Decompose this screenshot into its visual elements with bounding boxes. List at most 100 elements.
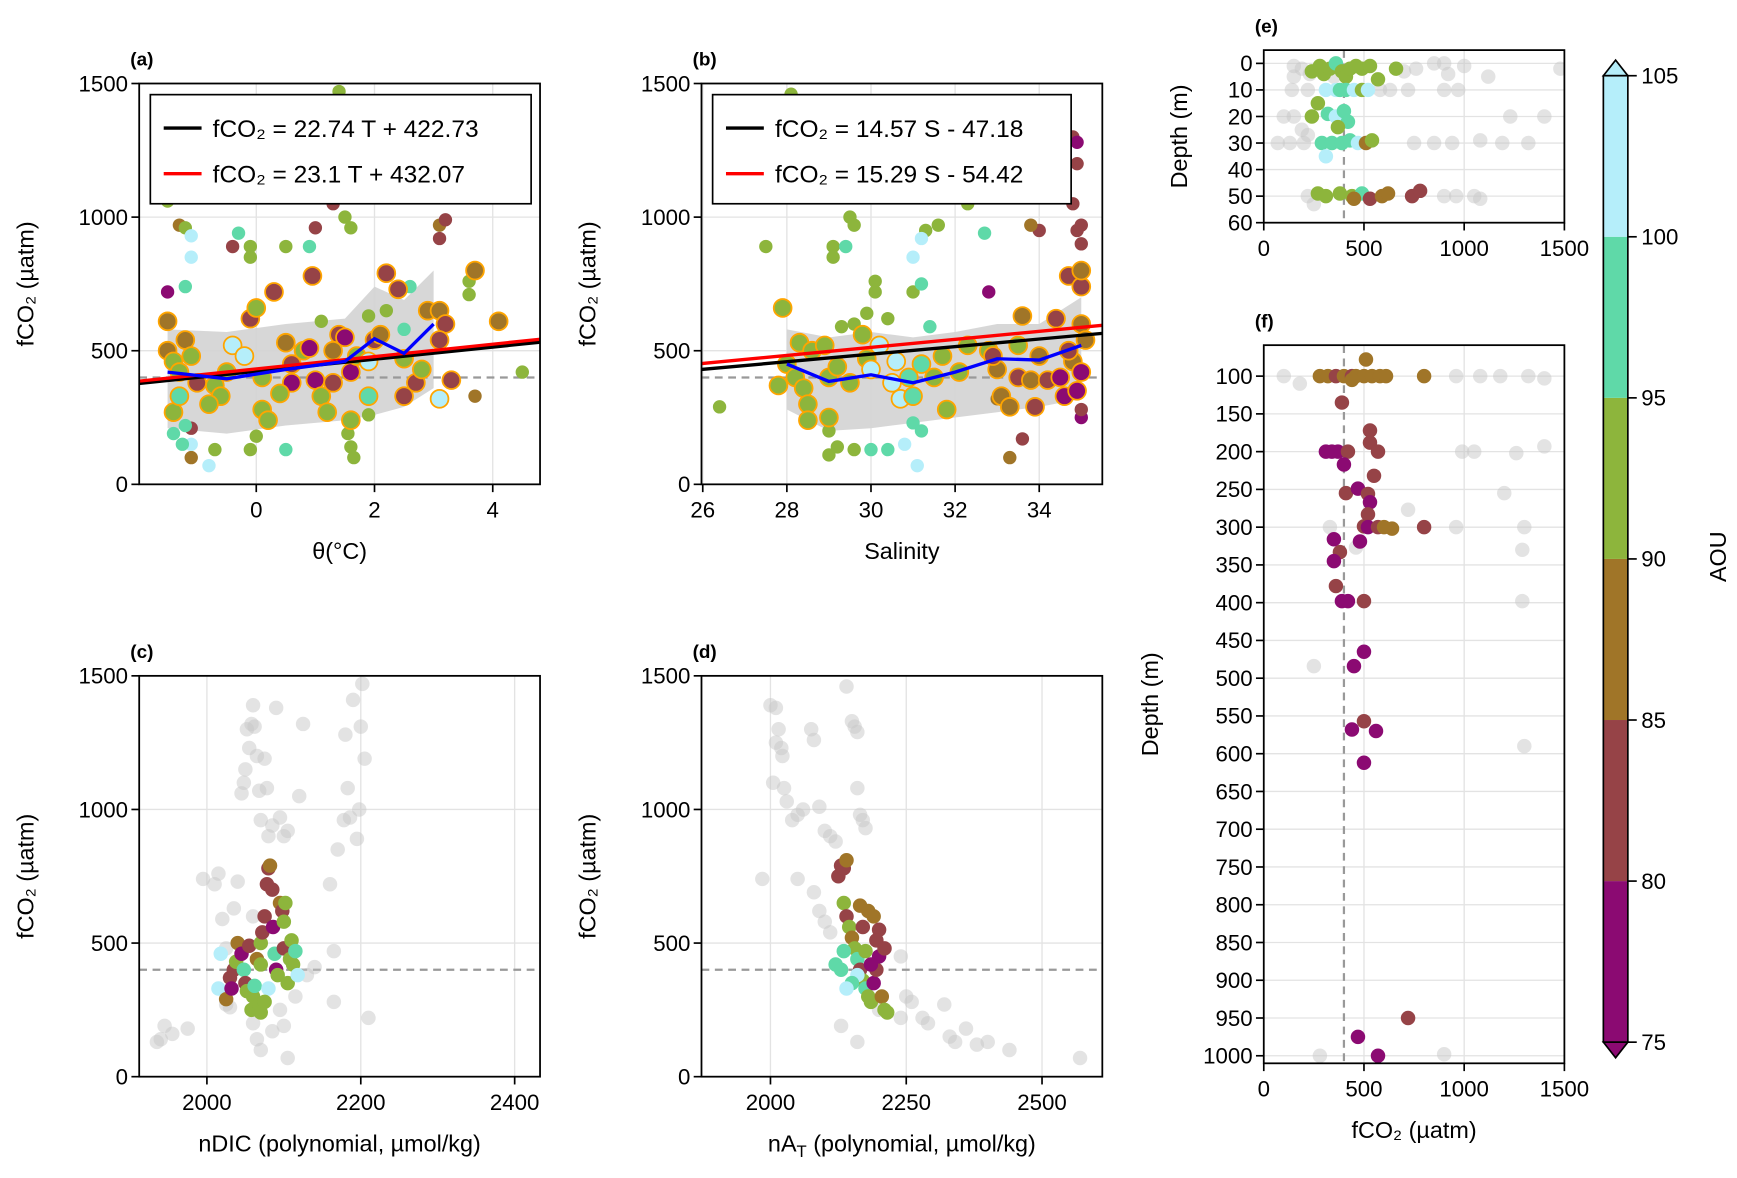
y-tick-label: 950 xyxy=(1216,1006,1253,1031)
data-point xyxy=(1362,191,1378,207)
y-tick-label: 500 xyxy=(653,339,690,364)
excluded-point xyxy=(806,732,822,748)
y-axis-label: fCO₂ (µatm) xyxy=(575,221,601,346)
data-point xyxy=(1334,395,1350,410)
x-tick-label: 2400 xyxy=(490,1090,540,1115)
x-axis-label-main: θ(°C) xyxy=(312,538,367,564)
data-point xyxy=(1074,237,1088,251)
binned-point xyxy=(1025,397,1045,417)
legend-entry: fCO₂ = 15.29 S - 54.42 xyxy=(775,162,1023,189)
data-point xyxy=(1332,186,1348,201)
data-point xyxy=(906,416,920,430)
binned-point xyxy=(175,330,196,350)
binned-point xyxy=(768,375,789,396)
excluded-point xyxy=(850,780,865,796)
excluded-point xyxy=(795,802,811,817)
data-point xyxy=(863,994,879,1010)
x-tick-label: 30 xyxy=(859,498,884,523)
data-point xyxy=(276,914,292,929)
excluded-point xyxy=(340,780,355,796)
binned-point xyxy=(999,397,1020,417)
excluded-point xyxy=(1509,445,1524,461)
data-point xyxy=(1318,82,1334,98)
y-tick-label: 550 xyxy=(1216,704,1253,729)
plot-area xyxy=(1263,345,1565,1064)
data-point xyxy=(881,442,895,457)
y-tick-label: 1500 xyxy=(79,664,129,689)
binned-point xyxy=(258,410,278,431)
data-point xyxy=(830,440,845,454)
excluded-point xyxy=(1454,444,1470,459)
excluded-point xyxy=(893,949,909,964)
data-point xyxy=(1370,1048,1386,1064)
panel-label: (f) xyxy=(1255,311,1274,332)
excluded-point xyxy=(226,901,242,916)
legend: fCO₂ = 14.57 S - 47.18 fCO₂ = 15.29 S - 5… xyxy=(711,93,1072,205)
excluded-point xyxy=(253,812,269,828)
y-tick-label: 50 xyxy=(1228,184,1253,209)
data-point xyxy=(344,440,358,454)
excluded-point xyxy=(765,775,781,790)
data-point xyxy=(1024,218,1038,232)
data-point xyxy=(860,306,874,320)
excluded-point xyxy=(1448,188,1464,204)
y-tick-label: 900 xyxy=(1216,968,1253,993)
data-point xyxy=(253,957,269,972)
binned-point xyxy=(246,298,267,318)
excluded-point xyxy=(1517,519,1532,535)
data-point xyxy=(1318,149,1334,164)
data-point xyxy=(1324,135,1340,151)
data-point xyxy=(1346,658,1362,674)
excluded-point xyxy=(1472,191,1488,207)
data-point xyxy=(243,250,258,264)
excluded-point xyxy=(326,943,342,959)
data-point xyxy=(1370,72,1386,87)
excluded-point xyxy=(1426,135,1442,151)
data-point xyxy=(836,895,852,911)
data-point xyxy=(262,858,278,873)
excluded-point xyxy=(1002,1042,1017,1058)
data-point xyxy=(1330,444,1346,459)
excluded-point xyxy=(1537,109,1552,124)
excluded-point xyxy=(295,716,311,732)
y-tick-label: 1000 xyxy=(641,205,691,230)
excluded-point xyxy=(1448,368,1464,384)
panel-c: 2000 2200 2400 0 500 1000 1500(c) fCO₂ (µatm) nD… xyxy=(12,642,541,1156)
excluded-point xyxy=(833,1018,849,1034)
excluded-point xyxy=(958,1021,974,1036)
colorbar-tick-label: 100 xyxy=(1641,225,1678,250)
data-point xyxy=(1356,644,1372,659)
legend-box xyxy=(149,93,532,205)
excluded-point xyxy=(1515,542,1530,558)
data-point xyxy=(914,277,929,291)
excluded-point xyxy=(1480,69,1496,84)
binned-point xyxy=(827,356,848,377)
data-point xyxy=(361,309,376,323)
y-tick-label: 20 xyxy=(1228,104,1253,129)
data-point xyxy=(247,978,262,994)
excluded-point xyxy=(904,994,919,1010)
axes-frame xyxy=(1262,344,1566,1065)
data-point xyxy=(265,919,281,935)
excluded-point xyxy=(947,1034,963,1050)
data-point xyxy=(839,981,854,996)
x-tick-label: 0 xyxy=(250,498,262,523)
excluded-point xyxy=(345,692,361,708)
binned-point xyxy=(772,298,793,318)
binned-point xyxy=(441,370,462,390)
plot-area xyxy=(701,675,1103,1077)
excluded-point xyxy=(1426,56,1442,71)
x-axis-label-main: Salinity xyxy=(864,538,940,564)
data-point xyxy=(877,941,892,956)
binned-point xyxy=(1029,346,1050,366)
excluded-point xyxy=(1521,368,1536,384)
binned-point xyxy=(1071,314,1092,334)
data-point xyxy=(874,989,890,1004)
legend-entry: fCO₂ = 22.74 T + 422.73 xyxy=(213,116,479,143)
excluded-point xyxy=(238,762,253,777)
colorbar-tick-label: 85 xyxy=(1641,708,1666,733)
excluded-point xyxy=(326,994,342,1010)
data-point xyxy=(864,442,878,457)
excluded-point xyxy=(775,748,790,764)
